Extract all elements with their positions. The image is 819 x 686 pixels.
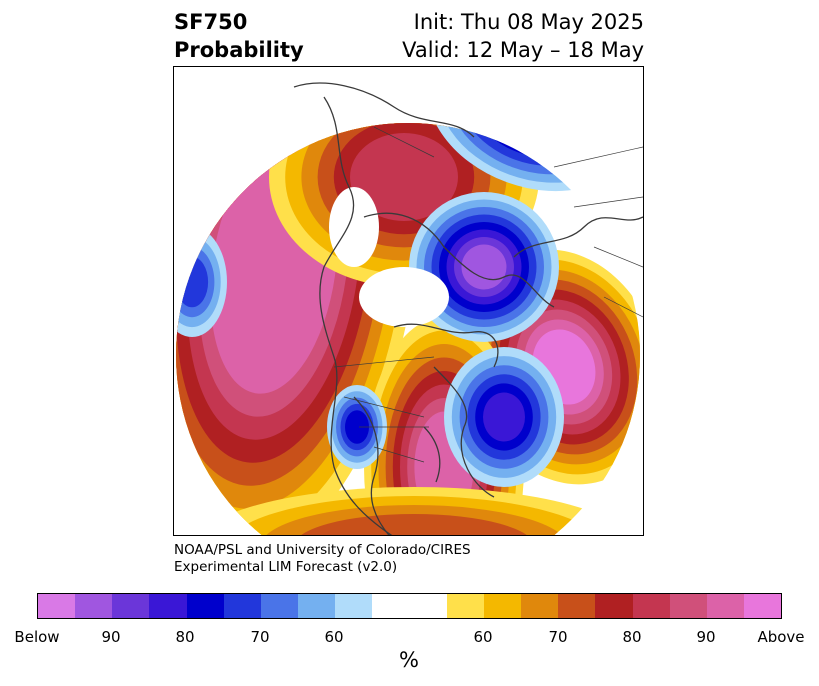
coastline-path — [353, 396, 390, 535]
colorbar-tick-label: 70 — [250, 628, 270, 646]
colorbar-segment — [372, 594, 410, 618]
colorbar-segment — [743, 594, 782, 618]
colorbar-segment — [706, 594, 744, 618]
colorbar-tick-label: 90 — [696, 628, 716, 646]
colorbar-segment — [483, 594, 522, 618]
below-normal-region — [491, 123, 577, 141]
coastline-path — [293, 82, 475, 138]
forecast-map — [173, 66, 644, 536]
colorbar-segment — [298, 594, 336, 618]
colorbar-tick-label: 60 — [324, 628, 344, 646]
valid-range: Valid: 12 May – 18 May — [402, 38, 644, 62]
colorbar-segment — [595, 594, 633, 618]
map-canvas — [176, 82, 643, 535]
above-normal-region — [293, 514, 535, 535]
coastline-path — [433, 366, 495, 498]
colorbar-segment — [669, 594, 707, 618]
border-path — [593, 246, 643, 268]
neutral-region — [329, 187, 379, 267]
colorbar-tick-label: 90 — [101, 628, 121, 646]
colorbar-segment — [75, 594, 113, 618]
coastline-path — [363, 212, 555, 308]
probability-field — [176, 123, 640, 535]
credit-text: NOAA/PSL and University of Colorado/CIRE… — [174, 542, 471, 576]
coastlines — [293, 82, 643, 535]
colorbar-segment — [409, 594, 447, 618]
border-path — [373, 446, 425, 463]
colorbar-tick-label: 80 — [175, 628, 195, 646]
colorbar-segment — [335, 594, 373, 618]
coastline-path — [319, 96, 393, 535]
colorbar-segment — [446, 594, 484, 618]
colorbar-unit: % — [399, 648, 419, 672]
credit-line-1: NOAA/PSL and University of Colorado/CIRE… — [174, 542, 471, 558]
below-normal-region — [501, 123, 567, 133]
colorbar-tick-label: Above — [757, 628, 805, 646]
colorbar-tick-label: 80 — [622, 628, 642, 646]
below-normal-region — [461, 244, 507, 290]
colorbar-tick-label: 70 — [548, 628, 568, 646]
coastline-path — [513, 216, 643, 258]
credit-line-2: Experimental LIM Forecast (v2.0) — [174, 559, 398, 575]
coastline-path — [423, 426, 441, 483]
border-path — [333, 356, 435, 368]
below-normal-region — [345, 410, 369, 444]
colorbar-segment — [521, 594, 559, 618]
border-path — [343, 396, 425, 418]
political-borders — [333, 126, 643, 463]
colorbar-segment — [38, 594, 76, 618]
title-variable: SF750 — [174, 10, 248, 34]
colorbar-segment — [260, 594, 299, 618]
colorbar-segment — [558, 594, 596, 618]
colorbar-segment — [149, 594, 187, 618]
colorbar-segment — [186, 594, 224, 618]
neutral-region — [359, 267, 449, 327]
colorbar-tick-label: Below — [14, 628, 60, 646]
below-normal-region — [176, 256, 209, 308]
colorbar — [37, 593, 782, 619]
border-path — [373, 126, 435, 158]
colorbar-tick-label: 60 — [473, 628, 493, 646]
init-date: Init: Thu 08 May 2025 — [413, 10, 644, 34]
border-path — [603, 296, 643, 318]
colorbar-segment — [223, 594, 261, 618]
colorbar-segment — [632, 594, 670, 618]
above-normal-region — [350, 133, 458, 221]
border-path — [573, 196, 643, 208]
colorbar-segment — [112, 594, 150, 618]
title-probability: Probability — [174, 38, 304, 62]
below-normal-region — [483, 392, 525, 442]
coastline-path — [393, 323, 499, 368]
border-path — [553, 146, 643, 168]
